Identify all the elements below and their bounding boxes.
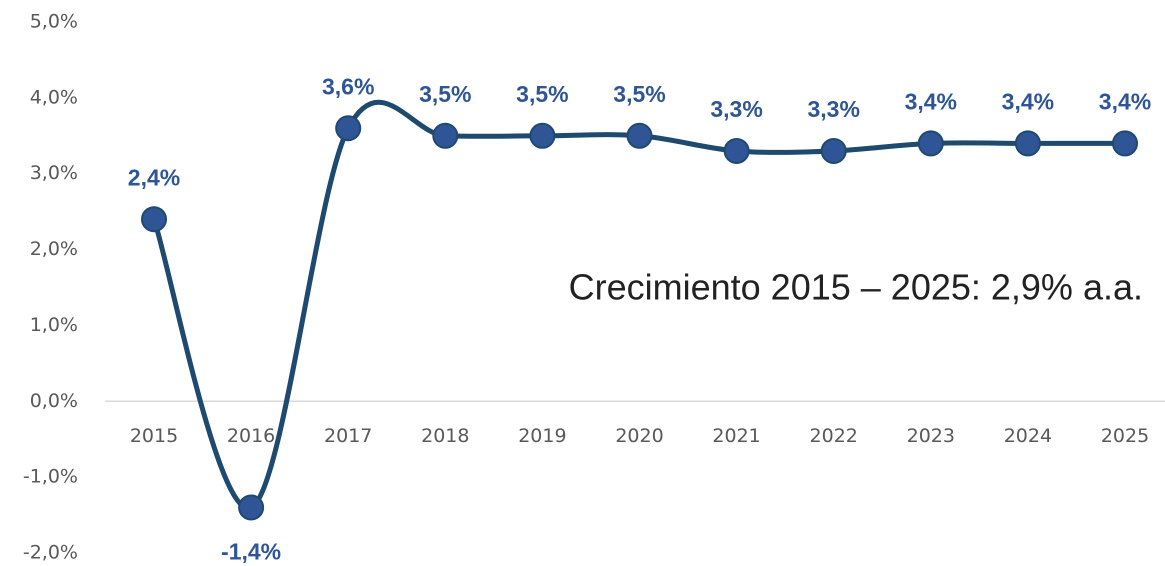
value-label: 3,3%	[710, 96, 762, 122]
marker	[238, 494, 265, 521]
value-label: 3,6%	[322, 73, 374, 99]
marker	[626, 122, 653, 149]
marker	[1014, 130, 1041, 157]
marker	[1112, 130, 1138, 157]
y-tick-label: -2,0%	[23, 542, 78, 564]
value-label: 3,5%	[613, 81, 665, 107]
value-label: 3,4%	[1099, 88, 1151, 114]
y-tick-label: -1,0%	[23, 466, 78, 488]
annotation: Crecimiento 2015 – 2025: 2,9% a.a.	[569, 267, 1143, 308]
x-tick-label: 2020	[615, 425, 663, 447]
x-tick-label: 2022	[810, 425, 858, 447]
marker	[432, 122, 459, 149]
x-tick-label: 2015	[130, 425, 178, 447]
y-tick-label: 4,0%	[30, 86, 78, 108]
value-label: 3,5%	[516, 81, 568, 107]
marker	[917, 130, 944, 157]
value-label: 3,4%	[905, 88, 957, 114]
x-tick-label: 2023	[907, 425, 955, 447]
x-tick-label: 2021	[712, 425, 760, 447]
value-label: 3,4%	[1002, 88, 1054, 114]
y-tick-label: 0,0%	[30, 390, 78, 412]
value-label: 3,3%	[807, 96, 859, 122]
x-tick-label: 2025	[1101, 425, 1149, 447]
y-tick-label: 2,0%	[30, 238, 78, 260]
y-tick-label: 3,0%	[30, 162, 78, 184]
y-tick-label: 1,0%	[30, 314, 78, 336]
marker	[335, 115, 362, 142]
x-tick-label: 2017	[324, 425, 372, 447]
marker	[820, 137, 847, 164]
value-label: 2,4%	[128, 164, 180, 190]
marker	[529, 122, 556, 149]
x-tick-label: 2018	[421, 425, 469, 447]
value-label: -1,4%	[221, 539, 281, 565]
y-tick-label: 5,0%	[30, 11, 78, 33]
x-tick-label: 2024	[1004, 425, 1052, 447]
marker	[723, 137, 750, 164]
x-tick-label: 2016	[227, 425, 275, 447]
value-label: 3,5%	[419, 81, 471, 107]
marker	[141, 206, 167, 233]
x-tick-label: 2019	[518, 425, 566, 447]
